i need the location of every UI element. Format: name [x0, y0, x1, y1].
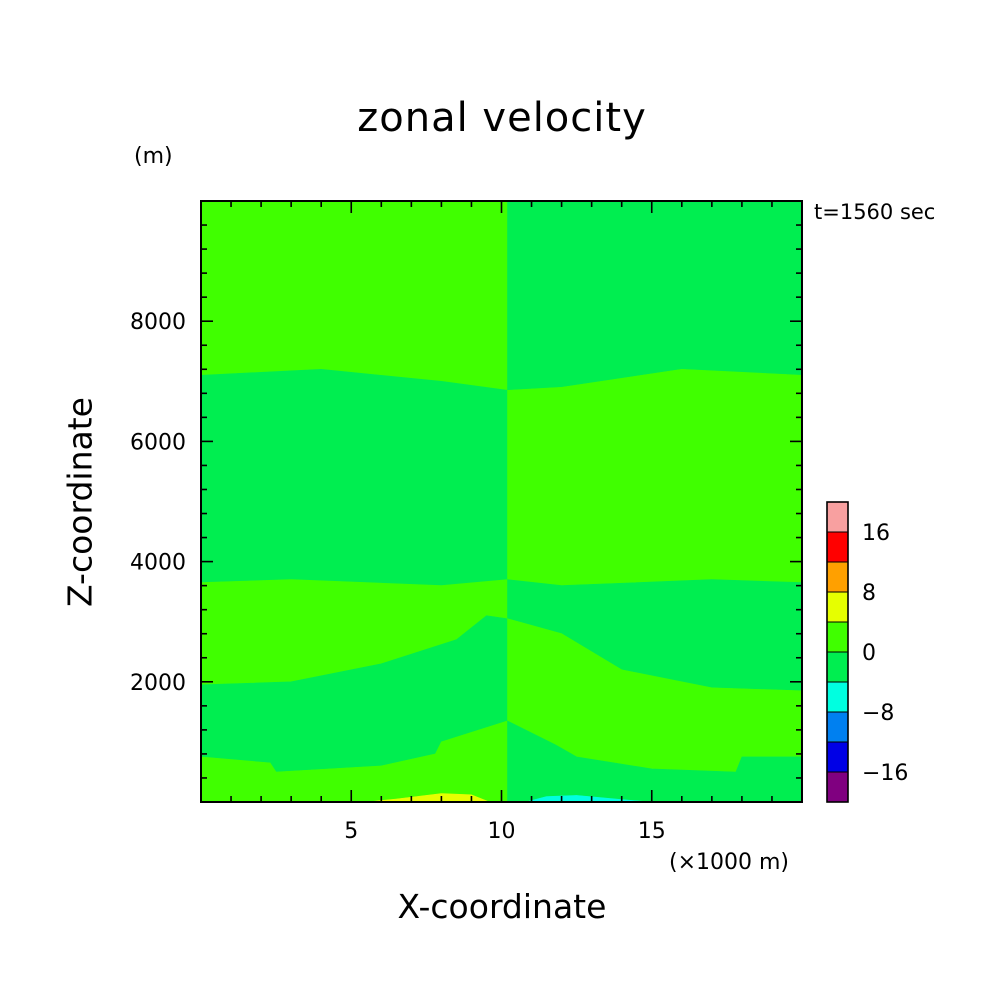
- x-axis-unit: (×1000 m): [669, 850, 790, 875]
- colorbar-segment: [826, 531, 849, 563]
- contour-region-2: [507, 200, 803, 391]
- colorbar-segment: [826, 771, 849, 803]
- y-tick-label: 4000: [130, 551, 186, 576]
- contour-region-4: [507, 368, 803, 586]
- colorbar-segment: [826, 741, 849, 773]
- colorbar-segment: [826, 561, 849, 593]
- time-label: t=1560 sec: [814, 200, 936, 224]
- chart-title: zonal velocity: [357, 95, 647, 141]
- y-tick-label: 6000: [130, 430, 186, 455]
- y-axis-unit: (m): [134, 144, 173, 169]
- colorbar: −16 −8 0 8 16: [826, 501, 908, 803]
- x-axis-label: X-coordinate: [397, 887, 607, 926]
- colorbar-segment: [826, 651, 849, 683]
- colorbar-tick-label: −16: [862, 761, 908, 786]
- contour-region-1: [200, 200, 508, 391]
- contour-region-3: [200, 368, 508, 586]
- y-tick-label: 2000: [130, 671, 186, 696]
- colorbar-tick-label: 0: [862, 641, 876, 666]
- x-tick-label: 15: [638, 819, 666, 844]
- x-tick-label: 10: [488, 819, 516, 844]
- colorbar-tick-label: 8: [862, 581, 876, 606]
- colorbar-frame: [826, 501, 849, 803]
- colorbar-segment: [826, 591, 849, 623]
- colorbar-tick-label: 16: [862, 521, 890, 546]
- y-tick-label: 8000: [130, 310, 186, 335]
- colorbar-segment: [826, 711, 849, 743]
- tick-labels: 5 10 15 2000 4000 6000 8000: [130, 310, 666, 844]
- colorbar-segment: [826, 501, 849, 533]
- x-tick-label: 5: [344, 819, 358, 844]
- colorbar-tick-label: −8: [862, 701, 894, 726]
- colorbar-segment: [826, 621, 849, 653]
- colorbar-segment: [826, 681, 849, 713]
- contour-fill-layer: [200, 200, 803, 803]
- axis-ticks: [201, 201, 802, 802]
